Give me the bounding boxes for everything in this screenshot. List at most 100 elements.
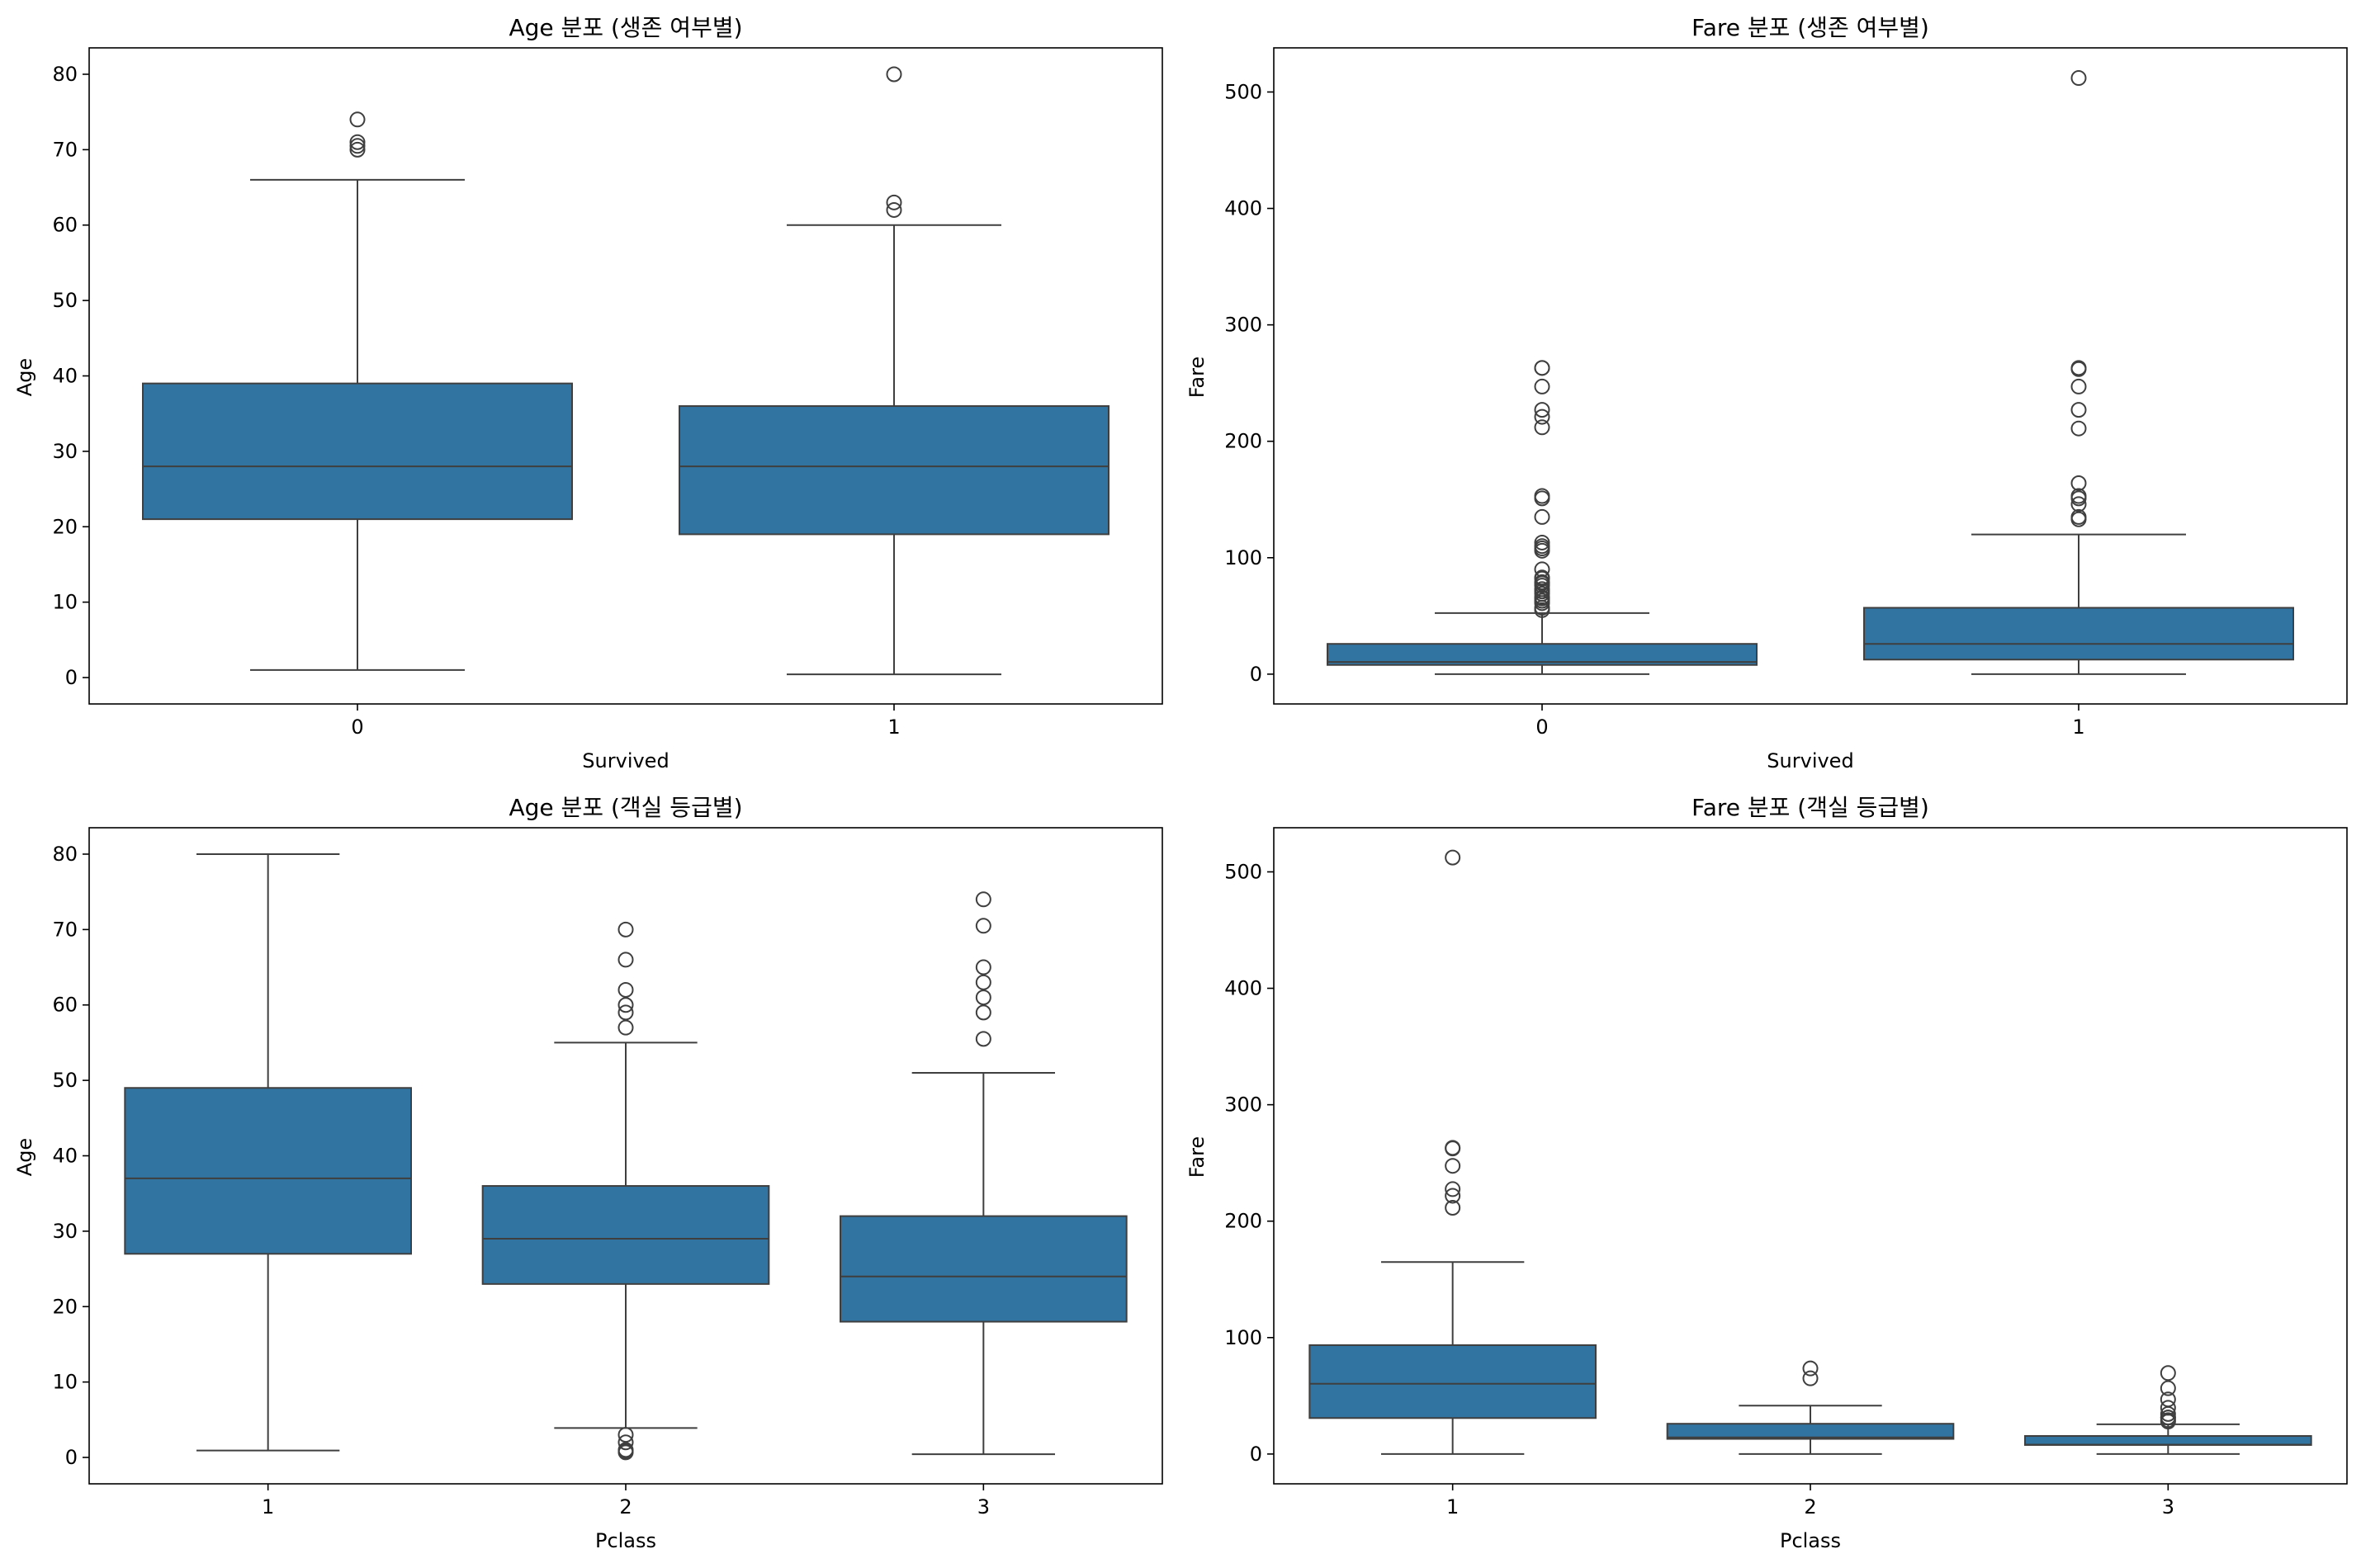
outlier-point (349, 141, 366, 158)
y-axis-label: Age (13, 1138, 36, 1176)
outlier-point (2070, 420, 2087, 437)
outlier-point (1802, 1360, 1819, 1377)
box-iqr (1308, 1344, 1597, 1419)
y-tick-label: 300 (1224, 314, 1262, 337)
y-tick-label: 60 (52, 994, 78, 1017)
outlier-point (349, 111, 366, 128)
outlier-point (349, 134, 366, 150)
outlier-point (1445, 1158, 1461, 1174)
outlier-point (975, 918, 991, 934)
y-tick-label: 400 (1224, 977, 1262, 1000)
y-tick-label: 20 (52, 1295, 78, 1318)
axes-frame (1273, 47, 2348, 705)
outlier-point (1445, 1140, 1461, 1156)
outlier-point (1534, 561, 1550, 578)
outlier-point (1802, 1370, 1819, 1386)
outlier-point (2160, 1380, 2176, 1396)
outlier-point (2070, 508, 2087, 525)
x-tick-label: 2 (1804, 1495, 1816, 1518)
x-tick-label: 3 (2162, 1495, 2174, 1518)
y-tick-label: 0 (1250, 1443, 1262, 1466)
outlier-point (1534, 402, 1550, 418)
chart-title: Fare 분포 (객실 등급별) (1691, 794, 1929, 821)
axes-frame (88, 47, 1163, 705)
y-tick-label: 50 (52, 1069, 78, 1092)
outlier-point (617, 921, 634, 937)
outlier-point (1534, 534, 1550, 550)
outlier-point (975, 1004, 991, 1021)
outlier-point (617, 1427, 634, 1443)
x-tick-label: 1 (2072, 716, 2084, 739)
y-tick-label: 80 (52, 63, 78, 86)
outlier-point (1534, 488, 1550, 504)
outlier-point (886, 194, 902, 210)
y-axis-label: Fare (1185, 357, 1209, 398)
subplot-fare-by-pclass: Fare 분포 (객실 등급별) Pclass Fare 0 100 200 300 4… (1185, 794, 2348, 1552)
outlier-point (617, 981, 634, 998)
y-tick-label: 0 (65, 666, 78, 689)
x-tick-label: 0 (351, 716, 363, 739)
outlier-point (349, 138, 366, 154)
outlier-point (1534, 419, 1550, 436)
plot-area: 0 100 200 300 400 500 1 2 3 (1224, 827, 2348, 1518)
y-tick-label: 60 (52, 214, 78, 237)
outlier-point (2160, 1391, 2176, 1408)
subplot-age-by-pclass: Age 분포 (객실 등급별) Pclass Age 0 10 20 30 40 50 60… (13, 794, 1163, 1552)
outlier-point (2160, 1400, 2176, 1416)
outlier-point (1445, 849, 1461, 866)
y-tick-label: 400 (1224, 197, 1262, 220)
outlier-point (975, 974, 991, 990)
x-tick-label: 2 (619, 1495, 632, 1518)
y-tick-label: 40 (52, 365, 78, 388)
outlier-point (2070, 475, 2087, 492)
outlier-point (975, 989, 991, 1006)
y-tick-label: 200 (1224, 1210, 1262, 1233)
y-tick-label: 500 (1224, 80, 1262, 103)
outlier-point (2070, 402, 2087, 418)
outlier-point (2070, 70, 2087, 87)
x-axis-label: Pclass (1780, 1529, 1841, 1552)
y-tick-label: 50 (52, 289, 78, 312)
y-tick-label: 300 (1224, 1093, 1262, 1117)
outlier-point (1534, 360, 1550, 376)
outlier-point (1534, 569, 1550, 586)
outlier-point (617, 1019, 634, 1036)
box-iqr (142, 382, 573, 521)
plot-area: 0 100 200 300 400 500 0 1 (1224, 47, 2348, 739)
outlier-point (975, 959, 991, 975)
y-tick-label: 100 (1224, 546, 1262, 569)
y-tick-label: 0 (65, 1446, 78, 1469)
box-iqr (840, 1215, 1128, 1323)
chart-title: Age 분포 (객실 등급별) (509, 794, 742, 821)
y-tick-label: 10 (52, 591, 78, 614)
box-iqr (481, 1185, 770, 1285)
box-iqr (124, 1087, 412, 1255)
y-tick-label: 10 (52, 1371, 78, 1394)
outlier-point (617, 1004, 634, 1021)
box-iqr (1863, 607, 2294, 661)
x-axis-label: Pclass (595, 1529, 656, 1552)
x-tick-label: 3 (977, 1495, 990, 1518)
x-tick-label: 1 (262, 1495, 274, 1518)
outlier-point (1534, 378, 1550, 394)
subplot-fare-by-survived: Fare 분포 (생존 여부별) Survived Fare 0 100 200 30… (1185, 14, 2348, 772)
y-tick-label: 200 (1224, 430, 1262, 453)
box-iqr (679, 405, 1110, 536)
y-tick-label: 70 (52, 138, 78, 161)
y-axis-label: Age (13, 358, 36, 396)
outlier-point (617, 1442, 634, 1458)
y-tick-label: 30 (52, 440, 78, 463)
x-axis-label: Survived (582, 749, 669, 772)
x-tick-label: 0 (1535, 716, 1548, 739)
outlier-point (975, 1031, 991, 1047)
x-tick-label: 1 (887, 716, 900, 739)
outlier-point (617, 1434, 634, 1451)
chart-title: Fare 분포 (생존 여부별) (1691, 14, 1929, 41)
y-tick-label: 0 (1250, 663, 1262, 686)
outlier-point (886, 201, 902, 218)
plot-area: 0 10 20 30 40 50 60 70 80 0 1 (52, 47, 1163, 739)
outlier-point (2070, 378, 2087, 394)
outlier-point (2070, 488, 2087, 504)
outlier-point (975, 891, 991, 908)
